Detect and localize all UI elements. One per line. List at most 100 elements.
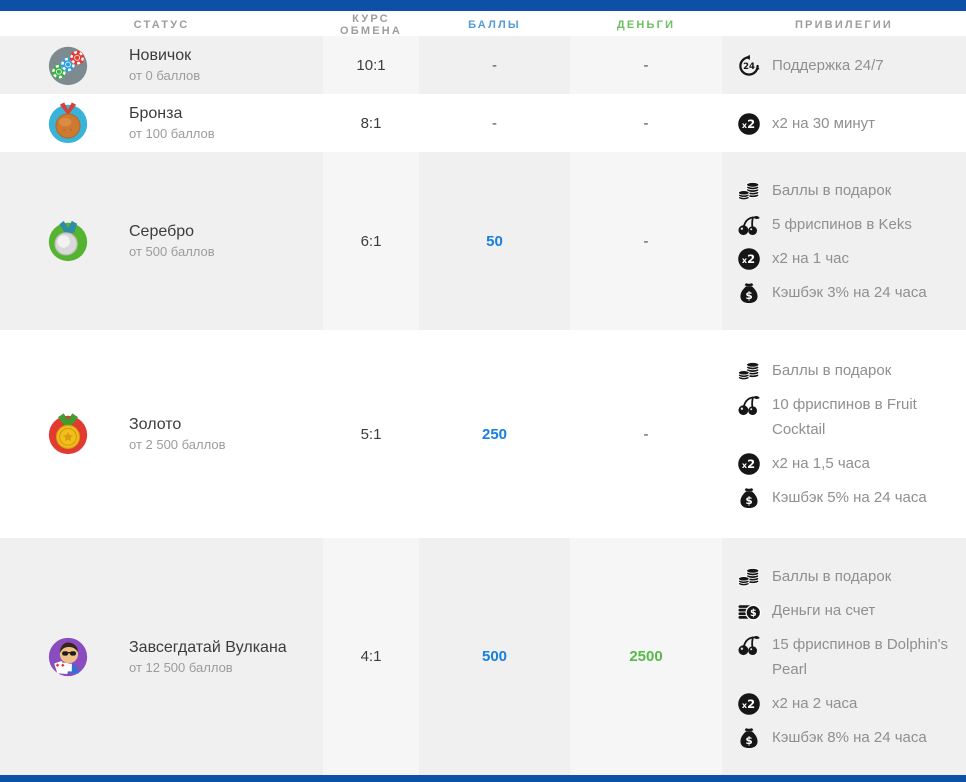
privilege-text: 10 фриспинов в Fruit Cocktail bbox=[772, 396, 917, 438]
privilege-item: x2 x2 на 1,5 часа bbox=[737, 451, 870, 476]
status-name: Золото bbox=[129, 416, 182, 433]
column-header-points: БАЛЛЫ bbox=[468, 18, 521, 31]
table-row: Новичок от 0 баллов 10:1 - - 24 Поддержка… bbox=[0, 36, 966, 94]
svg-text:$: $ bbox=[750, 608, 757, 619]
points-value: - bbox=[492, 114, 497, 132]
coins-stack-icon bbox=[737, 565, 761, 589]
svg-text:x2: x2 bbox=[742, 252, 755, 266]
coins-dollar-icon: $ bbox=[737, 599, 761, 623]
table-row: Завсегдатай Вулкана от 12 500 баллов 4:1… bbox=[0, 538, 966, 775]
privilege-item: $ Кэшбэк 5% на 24 часа bbox=[737, 485, 927, 510]
svg-text:x2: x2 bbox=[742, 117, 755, 131]
privilege-item: x2 x2 на 30 минут bbox=[737, 111, 875, 136]
column-header-exchange-rate: КУРС ОБМЕНА bbox=[339, 12, 403, 37]
privilege-item: 24 Поддержка 24/7 bbox=[737, 53, 884, 78]
gold-medal-icon bbox=[45, 411, 91, 457]
table-row: Серебро от 500 баллов 6:1 50 - Баллы в п… bbox=[0, 152, 966, 330]
status-text: Золото от 2 500 баллов bbox=[129, 416, 225, 452]
money-bag-icon: $ bbox=[737, 281, 761, 305]
money-value: - bbox=[570, 36, 722, 94]
exchange-rate-value: 10:1 bbox=[323, 36, 419, 94]
status-cell: Бронза от 100 баллов bbox=[0, 94, 323, 152]
status-name: Серебро bbox=[129, 223, 195, 240]
status-cell: Завсегдатай Вулкана от 12 500 баллов bbox=[0, 538, 323, 775]
exchange-rate-value: 6:1 bbox=[323, 152, 419, 330]
status-threshold: от 100 баллов bbox=[129, 126, 215, 141]
support-24-7-icon: 24 bbox=[737, 54, 761, 78]
privilege-item: Баллы в подарок bbox=[737, 564, 891, 589]
table-row: Бронза от 100 баллов 8:1 - - x2 x2 на 30 … bbox=[0, 94, 966, 152]
money-value: - bbox=[570, 152, 722, 330]
exchange-rate-value: 8:1 bbox=[360, 114, 382, 132]
table-body: Новичок от 0 баллов 10:1 - - 24 Поддержка… bbox=[0, 36, 966, 775]
privilege-text: x2 на 1,5 часа bbox=[772, 455, 870, 472]
status-threshold: от 0 баллов bbox=[129, 68, 201, 83]
privilege-text: x2 на 30 минут bbox=[772, 114, 876, 132]
top-bar bbox=[0, 0, 966, 11]
privilege-item: Баллы в подарок bbox=[737, 178, 891, 203]
privilege-text: Кэшбэк 8% на 24 часа bbox=[772, 728, 927, 746]
cherries-icon bbox=[737, 393, 761, 417]
bottom-bar bbox=[0, 775, 966, 782]
money-value: - bbox=[643, 425, 649, 443]
status-cell: Серебро от 500 баллов bbox=[0, 152, 323, 330]
privileges-list: Баллы в подарок $ Деньги на счет 15 фриспин… bbox=[722, 538, 966, 775]
column-header-status: СТАТУС bbox=[133, 18, 190, 31]
svg-text:x2: x2 bbox=[742, 697, 755, 711]
privilege-text: 15 фриспинов в Dolphin's Pearl bbox=[772, 635, 949, 678]
bronze-medal-icon bbox=[45, 100, 91, 146]
status-text: Завсегдатай Вулкана от 12 500 баллов bbox=[129, 639, 287, 675]
status-cell: Золото от 2 500 баллов bbox=[0, 330, 323, 538]
x2-multiplier-icon: x2 bbox=[737, 452, 761, 476]
privilege-item: $ Деньги на счет bbox=[737, 598, 875, 623]
x2-multiplier-icon: x2 bbox=[737, 112, 761, 136]
money-value: 2500 bbox=[570, 538, 722, 775]
coins-stack-icon bbox=[737, 359, 761, 383]
status-name: Новичок bbox=[129, 47, 192, 64]
cherries-icon bbox=[737, 633, 761, 657]
column-header-money: ДЕНЬГИ bbox=[616, 18, 676, 31]
privilege-text: Кэшбэк 3% на 24 часа bbox=[772, 283, 927, 301]
privilege-item: $ Кэшбэк 3% на 24 часа bbox=[737, 280, 927, 305]
points-value: 250 bbox=[481, 425, 508, 443]
privilege-text: x2 на 2 часа bbox=[772, 694, 858, 712]
privilege-text: Баллы в подарок bbox=[772, 362, 892, 379]
poker-chips-icon bbox=[45, 42, 91, 88]
points-value: 50 bbox=[419, 152, 570, 330]
silver-medal-icon bbox=[45, 218, 91, 264]
privilege-item: x2 x2 на 2 часа bbox=[737, 691, 857, 716]
x2-multiplier-icon: x2 bbox=[737, 692, 761, 716]
money-bag-icon: $ bbox=[737, 726, 761, 750]
points-value: - bbox=[419, 36, 570, 94]
table-header: СТАТУС КУРС ОБМЕНА БАЛЛЫ ДЕНЬГИ ПРИВИЛЕГ… bbox=[0, 11, 966, 37]
points-value: 500 bbox=[419, 538, 570, 775]
privilege-item: Баллы в подарок bbox=[737, 358, 891, 383]
privilege-text: Кэшбэк 5% на 24 часа bbox=[772, 489, 927, 506]
privilege-item: x2 x2 на 1 час bbox=[737, 246, 849, 271]
privilege-text: Деньги на счет bbox=[772, 601, 876, 619]
vip-player-icon bbox=[45, 634, 91, 680]
x2-multiplier-icon: x2 bbox=[737, 247, 761, 271]
privilege-text: Баллы в подарок bbox=[772, 181, 892, 199]
money-value: - bbox=[643, 114, 649, 132]
status-name: Завсегдатай Вулкана bbox=[129, 638, 287, 656]
privileges-list: 24 Поддержка 24/7 bbox=[722, 36, 966, 94]
privileges-list: Баллы в подарок 10 фриспинов в Fruit Cock… bbox=[722, 330, 966, 538]
privilege-item: $ Кэшбэк 8% на 24 часа bbox=[737, 725, 927, 750]
privilege-text: x2 на 1 час bbox=[772, 249, 849, 267]
privilege-text: Поддержка 24/7 bbox=[772, 56, 884, 74]
exchange-rate-value: 5:1 bbox=[360, 425, 382, 443]
status-threshold: от 500 баллов bbox=[129, 244, 215, 259]
privilege-item: 5 фриспинов в Keks bbox=[737, 212, 912, 237]
privilege-text: Баллы в подарок bbox=[772, 567, 892, 585]
exchange-rate-value: 4:1 bbox=[323, 538, 419, 775]
svg-text:$: $ bbox=[745, 735, 752, 747]
status-name: Бронза bbox=[129, 105, 183, 122]
privilege-item: 10 фриспинов в Fruit Cocktail bbox=[737, 392, 950, 442]
cherries-icon bbox=[737, 213, 761, 237]
svg-text:$: $ bbox=[745, 290, 752, 302]
column-header-privileges: ПРИВИЛЕГИИ bbox=[794, 18, 894, 31]
privileges-list: Баллы в подарок 5 фриспинов в Keks x2 x2 на… bbox=[722, 152, 966, 330]
status-text: Серебро от 500 баллов bbox=[129, 223, 215, 259]
status-threshold: от 2 500 баллов bbox=[129, 437, 226, 452]
